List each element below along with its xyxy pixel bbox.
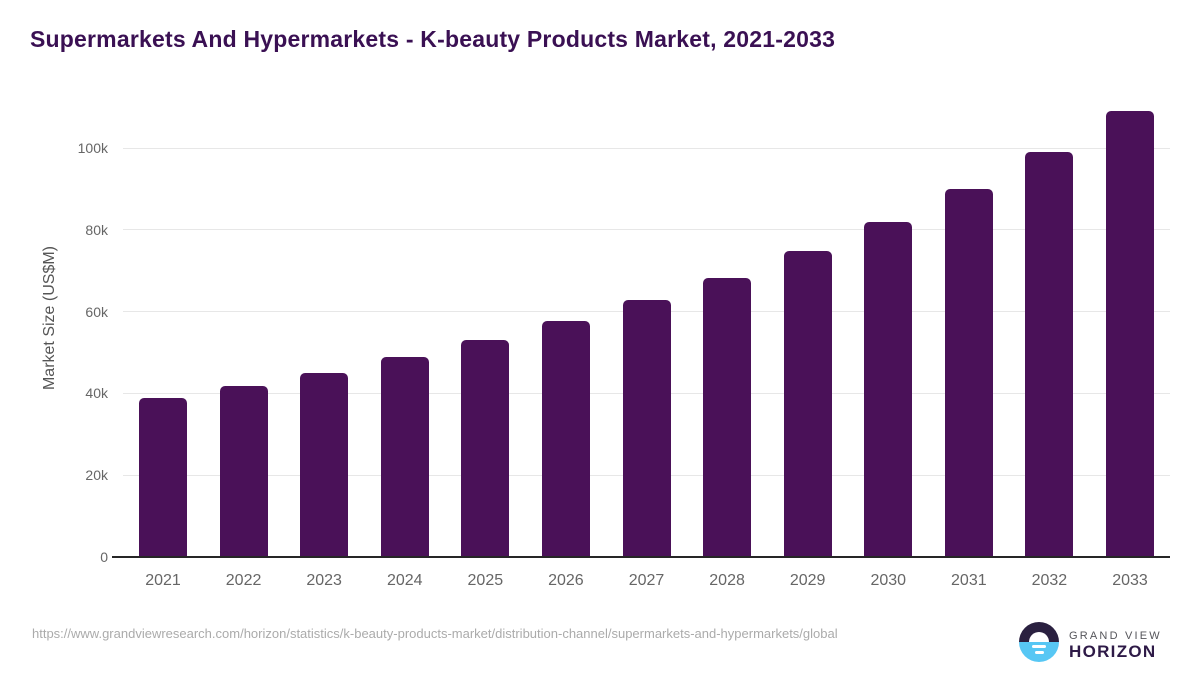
sun-reflection-line-1: [1032, 645, 1046, 648]
x-axis-tick-2024: 2024: [386, 572, 423, 589]
bar-2033[interactable]: [1106, 111, 1154, 557]
gridline-100k: [123, 147, 1170, 149]
x-axis-tick-2026: 2026: [548, 572, 584, 589]
bar-2031[interactable]: [944, 188, 993, 557]
x-axis-tick-2031: 2031: [951, 572, 987, 589]
logo-brand-horizon: HORIZON: [1069, 642, 1157, 661]
y-axis-tick-80k: 80k: [85, 221, 108, 238]
x-axis-tick-2033: 2033: [1112, 572, 1148, 589]
x-axis-tick-2027: 2027: [628, 572, 665, 589]
y-axis-tick-60k: 60k: [85, 303, 108, 320]
bar-2026[interactable]: [541, 320, 590, 557]
x-axis-tick-2028: 2028: [709, 572, 745, 589]
bar-2021[interactable]: [139, 397, 187, 557]
x-axis-tick-2022: 2022: [225, 572, 262, 589]
grand-view-horizon-logo: GRAND VIEW HORIZON: [1019, 622, 1179, 663]
bar-2023[interactable]: [300, 372, 349, 557]
source-url: https://www.grandviewresearch.com/horizo…: [32, 626, 838, 641]
gridline-80k: [123, 229, 1170, 231]
x-axis-tick-2023: 2023: [306, 572, 342, 589]
bar-2030[interactable]: [864, 222, 913, 557]
x-axis-tick-2029: 2029: [789, 572, 826, 589]
y-axis-tick-0: 0: [100, 549, 108, 565]
bar-2022[interactable]: [219, 386, 268, 557]
x-axis-tick-2025: 2025: [467, 572, 504, 589]
bar-2032[interactable]: [1025, 152, 1074, 557]
logo-brand-grand-view: GRAND VIEW: [1069, 630, 1162, 642]
x-axis-tick-2032: 2032: [1031, 572, 1068, 589]
y-axis-tick-40k: 40k: [85, 385, 108, 402]
x-axis-tick-2030: 2030: [870, 572, 907, 589]
bar-2025[interactable]: [461, 339, 510, 557]
sun-dome-shape: [1029, 632, 1049, 642]
bar-2024[interactable]: [380, 356, 429, 557]
bar-2028[interactable]: [703, 277, 752, 557]
x-axis-line: [112, 556, 1170, 558]
bar-2029[interactable]: [783, 251, 832, 557]
y-axis-tick-20k: 20k: [85, 467, 108, 484]
y-axis-tick-100k: 100k: [77, 140, 108, 156]
x-axis-tick-2021: 2021: [145, 572, 181, 589]
horizon-sun-icon: [1019, 622, 1059, 662]
sun-reflection-line-2: [1034, 650, 1044, 654]
chart-title: Supermarkets And Hypermarkets - K-beauty…: [30, 26, 836, 52]
bar-2027[interactable]: [622, 300, 671, 557]
